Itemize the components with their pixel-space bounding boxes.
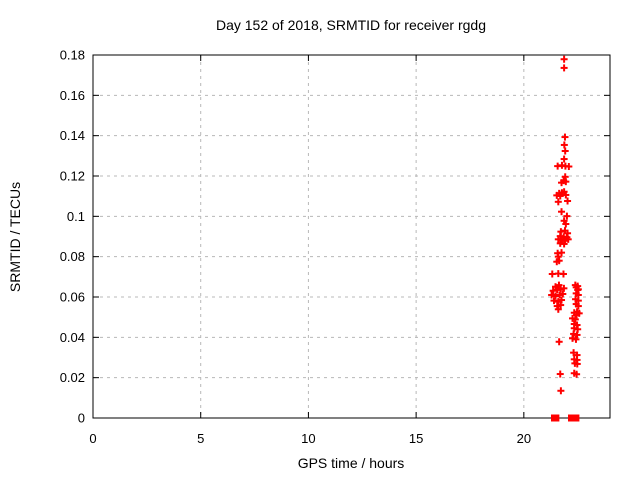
data-point-marker bbox=[571, 315, 579, 323]
data-point-marker bbox=[560, 55, 568, 63]
data-points bbox=[548, 55, 583, 422]
data-point-marker bbox=[573, 331, 581, 339]
data-point-marker bbox=[569, 334, 577, 342]
grid-lines bbox=[93, 55, 610, 418]
data-point-marker bbox=[573, 360, 581, 368]
y-tick-label: 0.18 bbox=[60, 48, 85, 63]
x-axis-label: GPS time / hours bbox=[298, 455, 405, 471]
data-point-marker bbox=[565, 163, 573, 171]
data-point-marker bbox=[551, 292, 559, 300]
data-point-marker bbox=[572, 335, 580, 343]
data-point-marker bbox=[561, 133, 569, 141]
y-tick-label: 0.1 bbox=[67, 209, 85, 224]
data-point-marker bbox=[561, 147, 569, 155]
data-point-marker bbox=[558, 208, 566, 216]
data-point-marker bbox=[562, 191, 570, 199]
data-point-marker bbox=[560, 64, 568, 72]
data-point-marker bbox=[556, 192, 564, 200]
y-tick-label: 0 bbox=[78, 411, 85, 426]
data-point-marker bbox=[559, 270, 567, 278]
y-tick-label: 0.04 bbox=[60, 330, 85, 345]
x-tick-label: 10 bbox=[301, 431, 315, 446]
data-point-marker bbox=[573, 370, 581, 378]
data-point-marker bbox=[557, 301, 565, 309]
data-point-marker bbox=[573, 311, 581, 319]
data-point-marker bbox=[556, 370, 564, 378]
data-point-square bbox=[573, 414, 580, 422]
data-point-marker bbox=[554, 198, 562, 206]
data-point-marker bbox=[560, 240, 568, 248]
data-point-marker bbox=[555, 281, 563, 289]
axes bbox=[92, 54, 611, 419]
y-axis-label: SRMTID / TECUs bbox=[7, 182, 23, 292]
data-point-marker bbox=[564, 235, 572, 243]
data-point-marker bbox=[562, 178, 570, 186]
data-point-square bbox=[553, 414, 560, 422]
data-point-marker bbox=[550, 297, 558, 305]
data-point-marker bbox=[548, 291, 556, 299]
y-tick-label: 0.08 bbox=[60, 249, 85, 264]
tick-labels: 0 5 10 15 20 0 0.02 0.04 0.06 0.08 0.1 0.12 0.14 0.16… bbox=[60, 48, 531, 447]
data-point-marker bbox=[559, 290, 567, 298]
data-point-marker bbox=[564, 197, 572, 205]
x-tick-label: 0 bbox=[89, 431, 96, 446]
data-point-marker bbox=[560, 141, 568, 149]
data-point-marker bbox=[557, 387, 565, 395]
y-tick-label: 0.06 bbox=[60, 290, 85, 305]
data-point-marker bbox=[558, 249, 566, 257]
x-tick-label: 5 bbox=[197, 431, 204, 446]
data-point-marker bbox=[563, 212, 571, 220]
data-point-marker bbox=[570, 330, 578, 338]
data-point-marker bbox=[560, 284, 568, 292]
y-tick-label: 0.14 bbox=[60, 128, 85, 143]
y-tick-label: 0.02 bbox=[60, 370, 85, 385]
data-point-marker bbox=[554, 305, 562, 313]
tick-marks bbox=[92, 54, 610, 419]
data-point-marker bbox=[555, 338, 563, 346]
chart-title: Day 152 of 2018, SRMTID for receiver rgd… bbox=[216, 17, 486, 33]
data-point-marker bbox=[560, 155, 568, 163]
data-point-marker bbox=[562, 220, 570, 228]
x-tick-label: 20 bbox=[517, 431, 531, 446]
x-tick-label: 15 bbox=[409, 431, 423, 446]
data-point-marker bbox=[548, 270, 556, 278]
data-point-marker bbox=[574, 302, 582, 310]
y-tick-label: 0.16 bbox=[60, 88, 85, 103]
y-tick-label: 0.12 bbox=[60, 169, 85, 184]
data-point-marker bbox=[553, 258, 561, 266]
data-point-square bbox=[570, 414, 577, 422]
plot-border bbox=[92, 54, 611, 419]
data-point-marker bbox=[558, 179, 566, 187]
